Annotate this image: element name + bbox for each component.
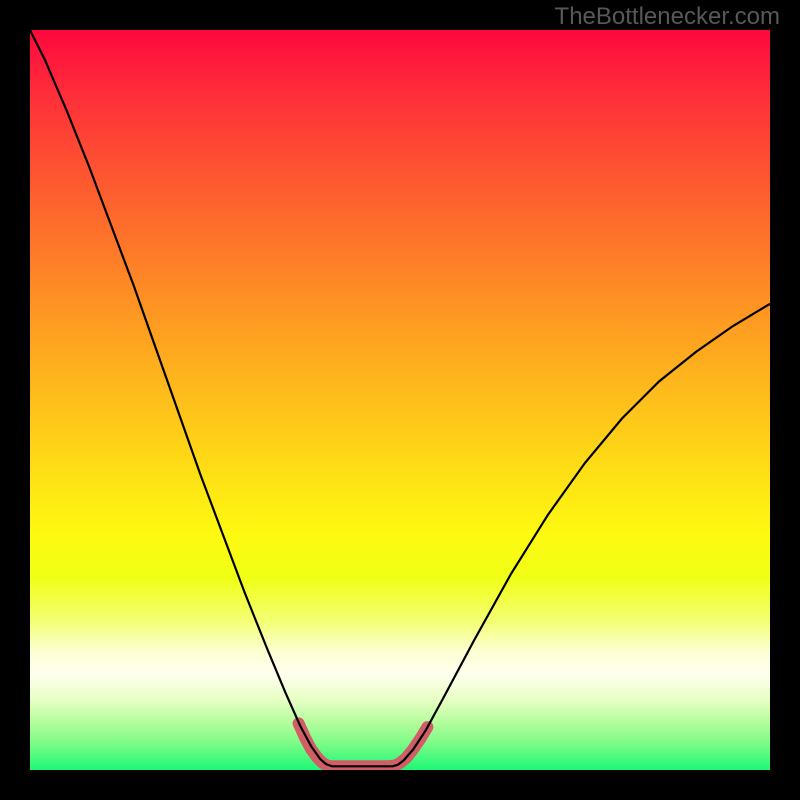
gradient-background (30, 30, 770, 770)
plot-area (30, 30, 770, 770)
watermark-text: TheBottlenecker.com (555, 3, 780, 31)
chart-svg (30, 30, 770, 770)
